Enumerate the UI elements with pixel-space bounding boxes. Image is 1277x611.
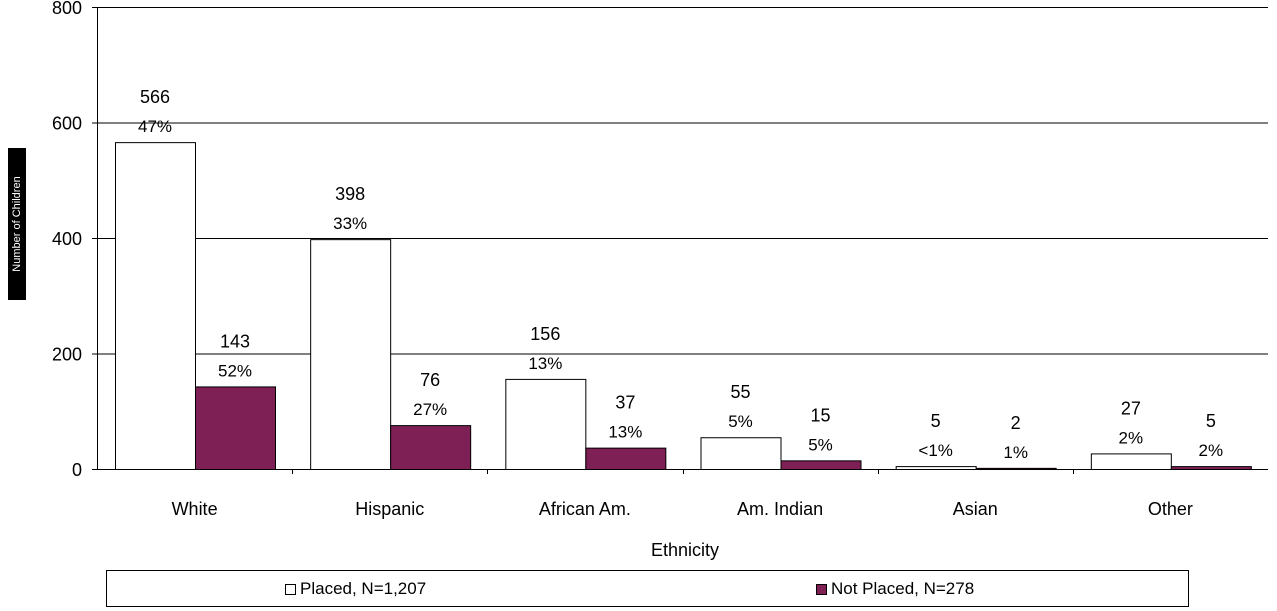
legend-item-not-placed: Not Placed, N=278 xyxy=(816,579,974,599)
data-label-placed-percent: 33% xyxy=(333,214,367,233)
y-axis-label-box: Number of Children xyxy=(8,148,26,300)
data-label-not-placed-percent: 52% xyxy=(218,361,252,380)
x-tick-label: Other xyxy=(1148,499,1193,519)
x-tick-label: White xyxy=(172,499,218,519)
bar-placed xyxy=(310,239,392,470)
legend-swatch-not-placed xyxy=(816,583,827,595)
x-axis-title: Ethnicity xyxy=(651,540,719,560)
x-tick-label: Hispanic xyxy=(355,499,424,519)
bar-placed xyxy=(1090,453,1172,471)
data-label-placed-count: 156 xyxy=(530,324,560,344)
data-label-not-placed-count: 143 xyxy=(220,331,250,351)
bar-not-placed xyxy=(195,386,276,471)
y-tick-label: 200 xyxy=(52,345,82,365)
bar-not-placed xyxy=(390,425,472,470)
bar-placed xyxy=(505,378,587,470)
data-label-not-placed-percent: 1% xyxy=(1003,443,1028,462)
data-label-not-placed-count: 76 xyxy=(420,370,440,390)
y-axis-label: Number of Children xyxy=(11,176,23,272)
data-label-not-placed-percent: 5% xyxy=(808,435,833,454)
legend-label-placed: Placed, N=1,207 xyxy=(300,579,427,598)
data-label-not-placed-percent: 13% xyxy=(608,423,642,442)
data-label-not-placed-count: 15 xyxy=(810,405,830,425)
legend-item-placed: Placed, N=1,207 xyxy=(285,579,426,599)
data-label-placed-percent: 2% xyxy=(1119,428,1144,447)
bar-not-placed xyxy=(780,460,862,470)
data-label-not-placed-count: 37 xyxy=(615,393,635,413)
data-label-placed-percent: 13% xyxy=(528,354,562,373)
legend: Placed, N=1,207 Not Placed, N=278 xyxy=(106,570,1189,607)
legend-swatch-placed xyxy=(285,583,296,595)
x-tick-label: Am. Indian xyxy=(737,499,823,519)
data-label-placed-count: 5 xyxy=(931,411,941,431)
y-tick-label: 0 xyxy=(72,460,82,480)
data-label-placed-percent: 5% xyxy=(728,412,753,431)
data-label-placed-count: 398 xyxy=(335,184,365,204)
y-tick-label: 800 xyxy=(52,0,82,18)
bar-not-placed xyxy=(585,447,667,471)
data-label-not-placed-count: 2 xyxy=(1011,413,1021,433)
data-label-placed-count: 27 xyxy=(1121,398,1141,418)
legend-label-not-placed: Not Placed, N=278 xyxy=(831,579,975,598)
data-label-placed-percent: 47% xyxy=(138,117,172,136)
data-label-placed-count: 55 xyxy=(730,382,750,402)
data-label-not-placed-percent: 2% xyxy=(1199,441,1224,460)
data-label-not-placed-count: 5 xyxy=(1206,411,1216,431)
y-tick-label: 600 xyxy=(52,114,82,134)
bar-placed xyxy=(115,142,196,470)
x-tick-label: Asian xyxy=(953,499,998,519)
data-label-placed-count: 566 xyxy=(140,87,170,107)
bar-placed xyxy=(700,437,782,470)
data-label-placed-percent: <1% xyxy=(918,441,953,460)
y-tick-label: 400 xyxy=(52,229,82,249)
data-label-not-placed-percent: 27% xyxy=(413,400,447,419)
x-tick-label: African Am. xyxy=(539,499,631,519)
